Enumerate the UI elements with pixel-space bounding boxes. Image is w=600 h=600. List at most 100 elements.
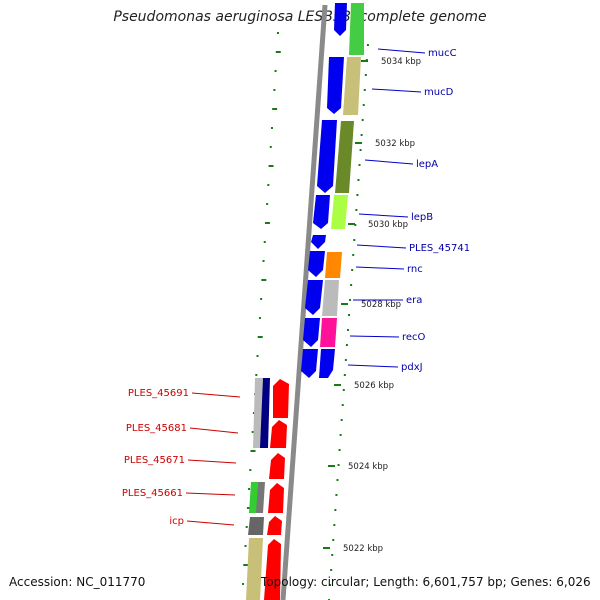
forward-gene-arrow[interactable] bbox=[319, 349, 335, 378]
gene-label[interactable]: PLES_45691 bbox=[128, 388, 189, 399]
track-dash bbox=[263, 241, 266, 243]
ruler-label: 5032 kbp bbox=[375, 139, 415, 149]
track-dash bbox=[360, 134, 363, 136]
track-dash bbox=[340, 419, 343, 421]
track-dash bbox=[358, 164, 361, 166]
track-dash bbox=[266, 203, 269, 205]
gene-leader-line bbox=[189, 427, 239, 434]
track-dash bbox=[255, 374, 258, 376]
gene-leader-line bbox=[186, 520, 235, 526]
gene-leader-line bbox=[358, 213, 409, 218]
track-dash bbox=[364, 74, 367, 76]
gene-leader-line bbox=[377, 48, 426, 54]
track-dash bbox=[361, 119, 364, 121]
track-dash bbox=[276, 32, 279, 34]
track-dash bbox=[275, 51, 281, 53]
track-dash bbox=[345, 344, 348, 346]
track-dash bbox=[330, 569, 333, 571]
gene-label[interactable]: PLES_45741 bbox=[409, 243, 470, 254]
forward-gene-arrow[interactable] bbox=[311, 235, 326, 249]
gene-label[interactable]: icp bbox=[169, 516, 184, 527]
track-dash bbox=[341, 404, 344, 406]
gene-label[interactable]: recO bbox=[402, 332, 426, 343]
gene-leader-line bbox=[185, 492, 236, 496]
track-dash bbox=[363, 89, 366, 91]
reverse-gene-arrow[interactable] bbox=[268, 483, 284, 513]
track-dash bbox=[268, 165, 274, 167]
track-dash bbox=[335, 494, 338, 496]
gene-label[interactable]: mucC bbox=[428, 48, 457, 59]
gene-label[interactable]: mucD bbox=[424, 87, 454, 98]
gene-label[interactable]: pdxJ bbox=[401, 362, 423, 373]
track-dash bbox=[346, 329, 349, 331]
reverse-gene-arrow[interactable] bbox=[264, 539, 281, 600]
forward-gene-track bbox=[301, 3, 347, 378]
track-dash bbox=[267, 184, 270, 186]
track-dash bbox=[329, 584, 332, 586]
gene-leader-line bbox=[347, 364, 399, 368]
track-dash bbox=[258, 317, 261, 319]
track-dash bbox=[356, 194, 359, 196]
cog-block-khaki bbox=[343, 57, 361, 115]
track-dash bbox=[359, 149, 362, 151]
track-dash bbox=[353, 239, 356, 241]
track-dash bbox=[250, 450, 256, 452]
gene-label[interactable]: PLES_45661 bbox=[122, 488, 183, 499]
gene-leader-line bbox=[355, 266, 405, 270]
forward-gene-arrow[interactable] bbox=[308, 251, 325, 277]
accession-label: Accession: NC_011770 bbox=[9, 575, 146, 589]
forward-gene-arrow[interactable] bbox=[334, 3, 347, 36]
track-dash bbox=[251, 431, 254, 433]
gene-label[interactable]: lepA bbox=[416, 159, 438, 170]
gene-leader-line bbox=[349, 335, 400, 338]
cog-block-green bbox=[349, 3, 364, 55]
track-dash bbox=[264, 222, 270, 224]
cog-block-olive bbox=[335, 121, 354, 193]
reverse-gene-arrow[interactable] bbox=[269, 453, 285, 479]
reverse-gene-arrow[interactable] bbox=[273, 379, 289, 418]
track-dash bbox=[245, 526, 248, 528]
forward-gene-arrow[interactable] bbox=[305, 280, 323, 315]
forward-gene-arrow[interactable] bbox=[327, 57, 344, 114]
track-dash bbox=[344, 359, 347, 361]
forward-gene-arrow[interactable] bbox=[317, 120, 337, 193]
cog-block-orange bbox=[325, 252, 342, 278]
track-dash bbox=[355, 209, 358, 211]
track-dash bbox=[338, 449, 341, 451]
track-dash bbox=[256, 355, 259, 357]
track-dash bbox=[350, 284, 353, 286]
gene-label[interactable]: lepB bbox=[411, 212, 433, 223]
track-dash bbox=[333, 524, 336, 526]
gene-label[interactable]: PLES_45671 bbox=[124, 455, 185, 466]
cog-block-khaki bbox=[246, 538, 263, 600]
ruler-label: 5034 kbp bbox=[381, 57, 421, 67]
gene-label[interactable]: rnc bbox=[407, 264, 423, 275]
track-dash bbox=[273, 89, 276, 91]
reverse-gene-track bbox=[264, 379, 289, 600]
gene-leader-line bbox=[191, 392, 241, 398]
forward-gene-arrow[interactable] bbox=[313, 195, 330, 229]
reverse-gene-labels: PLES_45691 PLES_45681 PLES_45671 PLES_45661… bbox=[122, 388, 241, 527]
track-dash bbox=[336, 479, 339, 481]
reverse-gene-arrow[interactable] bbox=[267, 516, 282, 535]
gene-label[interactable]: PLES_45681 bbox=[126, 423, 187, 434]
track-dash bbox=[339, 434, 342, 436]
cog-color-track-reverse bbox=[246, 378, 270, 600]
forward-gene-arrow[interactable] bbox=[301, 349, 318, 378]
cog-color-track-forward bbox=[320, 3, 364, 347]
forward-gene-arrow[interactable] bbox=[303, 318, 320, 347]
cog-block-navy bbox=[260, 378, 270, 448]
track-dash bbox=[332, 539, 335, 541]
cog-block-grey bbox=[322, 280, 339, 316]
track-dash bbox=[352, 254, 355, 256]
track-dash bbox=[348, 314, 351, 316]
track-dash bbox=[342, 389, 345, 391]
gene-label[interactable]: era bbox=[406, 295, 422, 306]
reverse-gene-arrow[interactable] bbox=[270, 420, 287, 448]
outer-dots-right bbox=[328, 44, 369, 600]
track-dash bbox=[261, 279, 267, 281]
track-dash bbox=[334, 509, 337, 511]
ruler-label: 5024 kbp bbox=[348, 462, 388, 472]
gene-leader-line bbox=[187, 459, 237, 464]
